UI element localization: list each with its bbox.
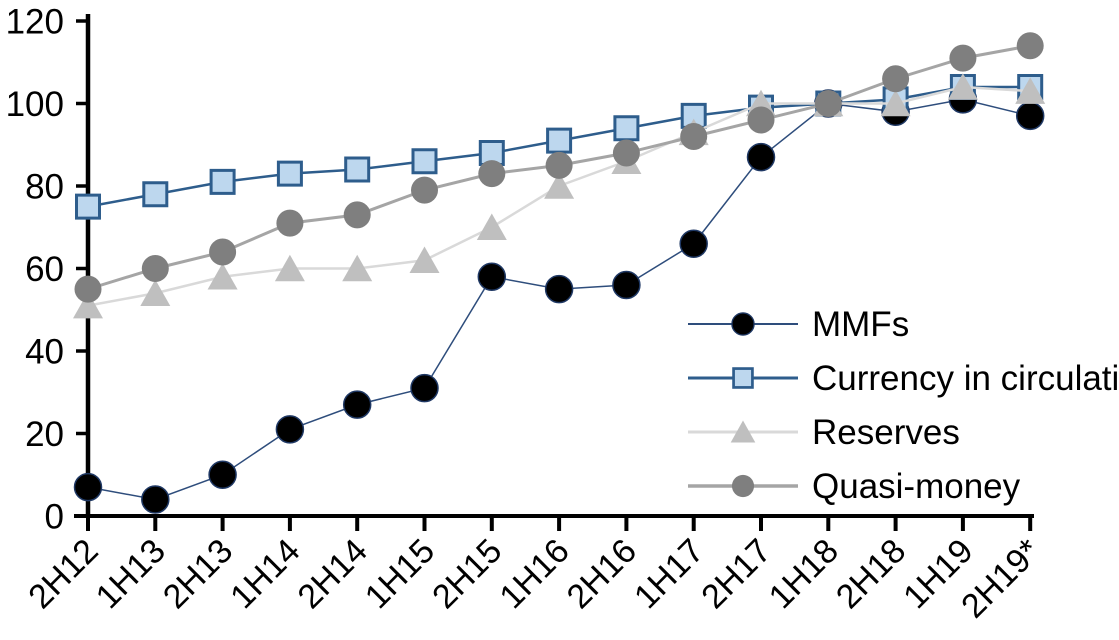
x-axis-tick-label: 2H14 xyxy=(291,532,375,616)
x-axis-tick-label: 1H15 xyxy=(358,532,442,616)
data-point-mmfs-1H16 xyxy=(544,274,574,304)
data-point-mmfs-2H16 xyxy=(612,270,641,300)
data-point-quasi-money-1H15 xyxy=(411,176,438,204)
data-point-currency-in-circulation-1H14 xyxy=(276,160,303,187)
data-point-reserves-1H16 xyxy=(544,172,575,199)
y-axis-tick-label: 0 xyxy=(45,498,64,537)
data-point-currency-in-circulation-1H13 xyxy=(142,181,169,208)
legend-marker-quasi-money xyxy=(731,474,755,498)
x-axis-tick-label: 1H18 xyxy=(762,532,846,616)
data-point-reserves-1H15 xyxy=(409,246,440,273)
data-point-quasi-money-2H13 xyxy=(209,238,237,266)
x-axis-tick-label: 2H12 xyxy=(21,532,105,616)
legend-marker-mmfs xyxy=(731,312,755,336)
data-point-mmfs-2H13 xyxy=(208,460,237,489)
data-point-mmfs-2H19* xyxy=(1015,101,1045,131)
series-quasi-money xyxy=(74,32,1044,303)
y-axis-tick-label: 80 xyxy=(25,168,64,207)
y-axis-tick-label: 120 xyxy=(6,3,64,42)
legend-label-reserves: Reserves xyxy=(812,413,960,452)
data-point-mmfs-2H14 xyxy=(342,390,372,419)
legend-label-mmfs: MMFs xyxy=(812,305,909,344)
legend: MMFs Currency in circulation Reserves Quasi… xyxy=(688,305,1119,506)
data-point-reserves-2H19* xyxy=(1015,77,1046,104)
x-axis-tick-label: 2H18 xyxy=(829,532,913,616)
data-point-quasi-money-2H12 xyxy=(74,275,102,303)
data-point-mmfs-2H15 xyxy=(477,262,507,291)
data-point-reserves-2H15 xyxy=(476,213,507,240)
legend-item-mmfs: MMFs xyxy=(688,305,909,344)
data-point-currency-in-circulation-2H13 xyxy=(209,168,236,195)
data-point-mmfs-1H15 xyxy=(410,373,439,403)
data-point-quasi-money-2H16 xyxy=(612,139,640,167)
y-axis-tick-label: 60 xyxy=(25,250,64,289)
y-axis-tick-label: 40 xyxy=(25,333,64,372)
data-point-quasi-money-1H18 xyxy=(814,90,842,117)
data-point-currency-in-circulation-1H16 xyxy=(546,127,573,154)
legend-item-quasi-money: Quasi-money xyxy=(688,467,1021,506)
data-point-reserves-2H12 xyxy=(73,291,103,319)
data-point-mmfs-2H17 xyxy=(746,142,776,172)
data-point-quasi-money-2H15 xyxy=(478,160,506,188)
x-axis-tick-label: 1H17 xyxy=(627,532,711,616)
data-point-mmfs-1H17 xyxy=(679,229,708,258)
x-axis-tick-label: 2H19* xyxy=(954,532,1048,626)
legend-marker-currency-in-circulation xyxy=(732,367,754,389)
legend-item-currency-in-circulation: Currency in circulation xyxy=(688,359,1119,398)
data-point-mmfs-2H12 xyxy=(73,472,103,502)
legend-label-quasi-money: Quasi-money xyxy=(812,467,1021,506)
data-point-quasi-money-1H13 xyxy=(141,255,169,282)
data-point-quasi-money-1H16 xyxy=(545,151,573,179)
data-point-reserves-2H13 xyxy=(207,263,238,290)
data-point-quasi-money-1H14 xyxy=(276,209,304,237)
x-axis-tick-label: 2H17 xyxy=(694,532,778,616)
legend-label-currency-in-circulation: Currency in circulation xyxy=(812,359,1119,398)
data-point-reserves-1H19 xyxy=(947,73,978,100)
data-point-mmfs-1H14 xyxy=(275,415,305,444)
data-point-currency-in-circulation-1H15 xyxy=(411,148,438,175)
x-axis-tick-label: 1H13 xyxy=(89,532,173,616)
data-point-currency-in-circulation-2H12 xyxy=(75,193,101,220)
x-axis-tick-label: 1H16 xyxy=(492,532,576,616)
data-point-quasi-money-2H14 xyxy=(343,201,371,229)
data-point-currency-in-circulation-2H14 xyxy=(344,156,371,183)
data-point-reserves-2H14 xyxy=(342,254,373,282)
data-point-currency-in-circulation-2H16 xyxy=(613,115,640,142)
data-point-quasi-money-1H19 xyxy=(949,44,977,72)
x-axis-tick-label: 1H14 xyxy=(223,532,307,616)
data-point-reserves-1H14 xyxy=(274,254,305,282)
legend-item-reserves: Reserves xyxy=(688,413,960,452)
data-point-reserves-2H18 xyxy=(880,89,911,117)
legend-marker-reserves xyxy=(730,420,756,443)
x-axis-tick-label: 2H16 xyxy=(560,532,644,616)
data-point-quasi-money-2H19* xyxy=(1016,32,1044,60)
x-axis-tick-label: 2H15 xyxy=(425,532,509,616)
data-point-quasi-money-1H17 xyxy=(680,123,708,150)
data-point-quasi-money-2H18 xyxy=(882,65,910,93)
y-axis-tick-label: 100 xyxy=(6,85,64,124)
data-point-quasi-money-2H17 xyxy=(747,106,775,134)
data-point-mmfs-1H13 xyxy=(141,485,170,514)
y-axis-tick-label: 20 xyxy=(25,415,64,454)
x-axis-tick-label: 2H13 xyxy=(156,532,240,616)
data-point-reserves-1H13 xyxy=(140,279,171,306)
